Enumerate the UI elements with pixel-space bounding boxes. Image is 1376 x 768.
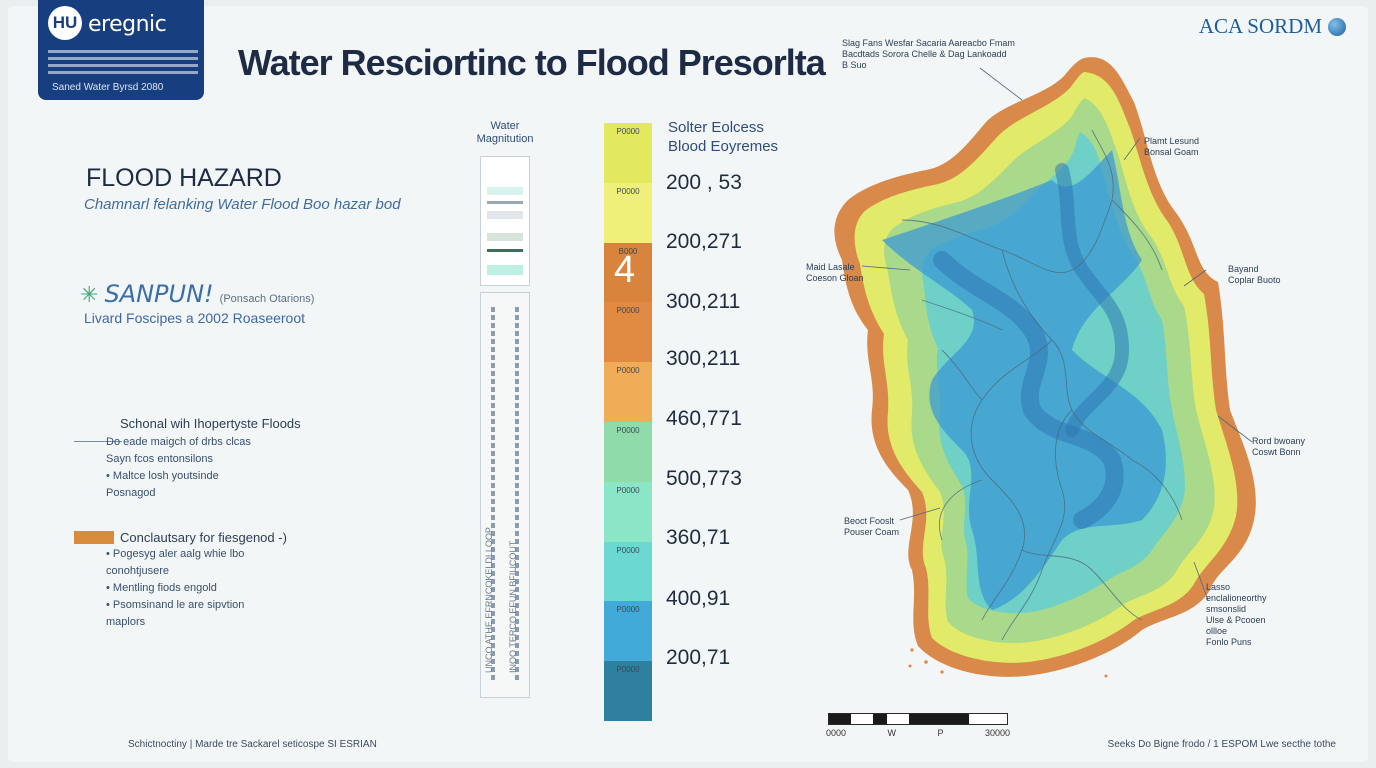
list-item: • Maltce losh youtsinde <box>106 470 219 482</box>
list-item: • Pogesyg aler aalg whie lbo <box>106 548 245 560</box>
research-brand-line: Livard Foscipes a 2002 Roaseeroot <box>84 310 306 326</box>
section1-list: Do eade maigch of drbs clcas Sayn fcos e… <box>106 434 251 502</box>
scale-value: 200 , 53 <box>666 171 742 194</box>
gauge-column <box>491 307 495 683</box>
section1-title: Schonal wih Ihopertyste Floods <box>120 416 301 431</box>
scale-header: Solter Eolcess Blood Eoyremes <box>668 119 779 155</box>
scale-band-label: P0000 <box>616 665 640 675</box>
map-callout: Beoct Fooslt Pouser Coam <box>844 516 900 537</box>
list-item: Do eade maigch of drbs clcas <box>106 436 251 448</box>
scale-bar-labels: 0000 W P 30000 <box>826 728 1010 738</box>
scale-band: P0000 <box>604 302 652 363</box>
logo-mark-icon: HU <box>48 6 82 40</box>
list-item: conohtjusere <box>106 565 169 577</box>
list-item: • Mentling fiods engold <box>106 582 217 594</box>
scale-value: 200,71 <box>666 646 731 669</box>
sparkle-icon: ✳ <box>80 282 99 307</box>
map-callout: Plamt Lesund Bonsal Goam <box>1144 136 1200 157</box>
water-magnitude-box <box>480 156 530 286</box>
legend-swatch <box>74 531 114 544</box>
scale-value: 400,91 <box>666 587 731 610</box>
map-callout: Maid Lasale Coeson Gloan <box>806 262 864 283</box>
page-title: Water Resciortinc to Flood Presorlta <box>238 42 826 83</box>
water-magnitude-title: Water Magnitution <box>476 120 534 145</box>
scale-band: P0000 <box>604 421 652 482</box>
hazard-subtitle: Chamnarl felanking Water Flood Boo hazar… <box>84 196 401 213</box>
scale-band: P0000 <box>604 362 652 422</box>
scale-band: P0000 <box>604 182 652 243</box>
bullet-icon: • <box>106 548 113 560</box>
flood-scale: P0000 P0000 4 B000 P0000 P0000 P0000 P0000 P0000… <box>604 123 652 721</box>
footer-left: Schictnoctiny | Marde tre Sackarel setic… <box>128 739 377 750</box>
globe-icon <box>1328 17 1346 36</box>
hazard-heading: FLOOD HAZARD <box>86 164 282 192</box>
map-callout: Lasso enclalioneorthy smsonslid Ulse & P… <box>1206 582 1267 647</box>
scale-band-label: P0000 <box>616 306 640 316</box>
gauge-label: UNCO ATHE EFRNCOKELDLLOOP <box>484 527 494 673</box>
list-item: Posnagod <box>106 487 156 499</box>
scale-value: 200,271 <box>666 230 742 253</box>
scale-value: 300,211 <box>666 290 741 313</box>
river-network <box>901 129 1183 641</box>
org-logo: HU eregnic Saned Water Byrsd 2080 <box>38 0 204 100</box>
footer-right: Seeks Do Bigne frodo / 1 ESPOM Lwe secth… <box>1107 739 1336 750</box>
bullet-icon: • <box>106 599 113 611</box>
gauge-column <box>515 307 519 683</box>
flood-map <box>834 57 1256 678</box>
divider <box>74 441 122 442</box>
research-brand-tag: (Ponsach Otarions) <box>219 293 315 305</box>
logo-fine-print <box>48 46 198 78</box>
scale-band-label: P0000 <box>616 366 640 376</box>
gauge-strip: UNCO ATHE EFRNCOKELDLLOOP INOO TERCO EFUN… <box>480 292 530 698</box>
research-brand: ✳ SANPUN! (Ponsach Otarions) <box>80 280 314 308</box>
partner-brand-text: ACA SORDM <box>1198 14 1322 38</box>
scale-band: P0000 <box>604 541 652 602</box>
scale-band: P0000 <box>604 123 652 183</box>
bullet-icon: • <box>106 582 113 594</box>
scale-band: 4 B000 <box>604 242 652 303</box>
section2-title: Conclautsary for fiesgenod -) <box>120 530 287 545</box>
list-item: Sayn fcos entonsilons <box>106 453 214 465</box>
section2-list: • Pogesyg aler aalg whie lbo conohtjuser… <box>106 546 244 631</box>
scale-band-label: P0000 <box>616 127 640 136</box>
list-item: • Psomsinand le are sipvtion <box>106 599 245 611</box>
research-brand-name: SANPUN! <box>104 280 214 308</box>
scale-band-label: P0000 <box>616 605 640 615</box>
scale-band-label: P0000 <box>616 485 640 495</box>
map-scale-bar <box>828 713 1008 725</box>
scale-big-number: 4 <box>614 248 636 291</box>
bullet-icon: • <box>106 470 113 482</box>
partner-brand: ACA SORDM <box>1199 14 1346 39</box>
scale-band: P0000 <box>604 661 652 721</box>
scale-value: 360,71 <box>666 526 731 549</box>
scale-band: P0000 <box>604 601 652 662</box>
scale-band-label: P0000 <box>616 545 640 555</box>
scale-band-label: P0000 <box>616 186 640 196</box>
callout-lines <box>861 67 1253 601</box>
scale-value: 300,211 <box>666 347 741 370</box>
map-callout: Rord bwoany Coswt Bonn <box>1252 436 1306 457</box>
logo-brand: eregnic <box>88 12 167 37</box>
map-callout: Bayand Coplar Buoto <box>1228 264 1281 285</box>
scale-band-label: B000 <box>618 246 638 256</box>
scale-band: P0000 <box>604 481 652 542</box>
scale-value: 500,773 <box>666 467 742 490</box>
gauge-label: INOO TERCO EFUN BFIUCOUT <box>508 540 518 673</box>
scale-band-label: P0000 <box>616 425 640 435</box>
outlier-dots <box>908 636 1108 678</box>
logo-subtitle: Saned Water Byrsd 2080 <box>52 82 164 93</box>
scale-value: 460,771 <box>666 407 742 430</box>
map-callout: Slag Fans Wesfar Sacaria Aareacbo Fmam B… <box>842 38 1015 70</box>
list-item: maplors <box>106 616 146 628</box>
